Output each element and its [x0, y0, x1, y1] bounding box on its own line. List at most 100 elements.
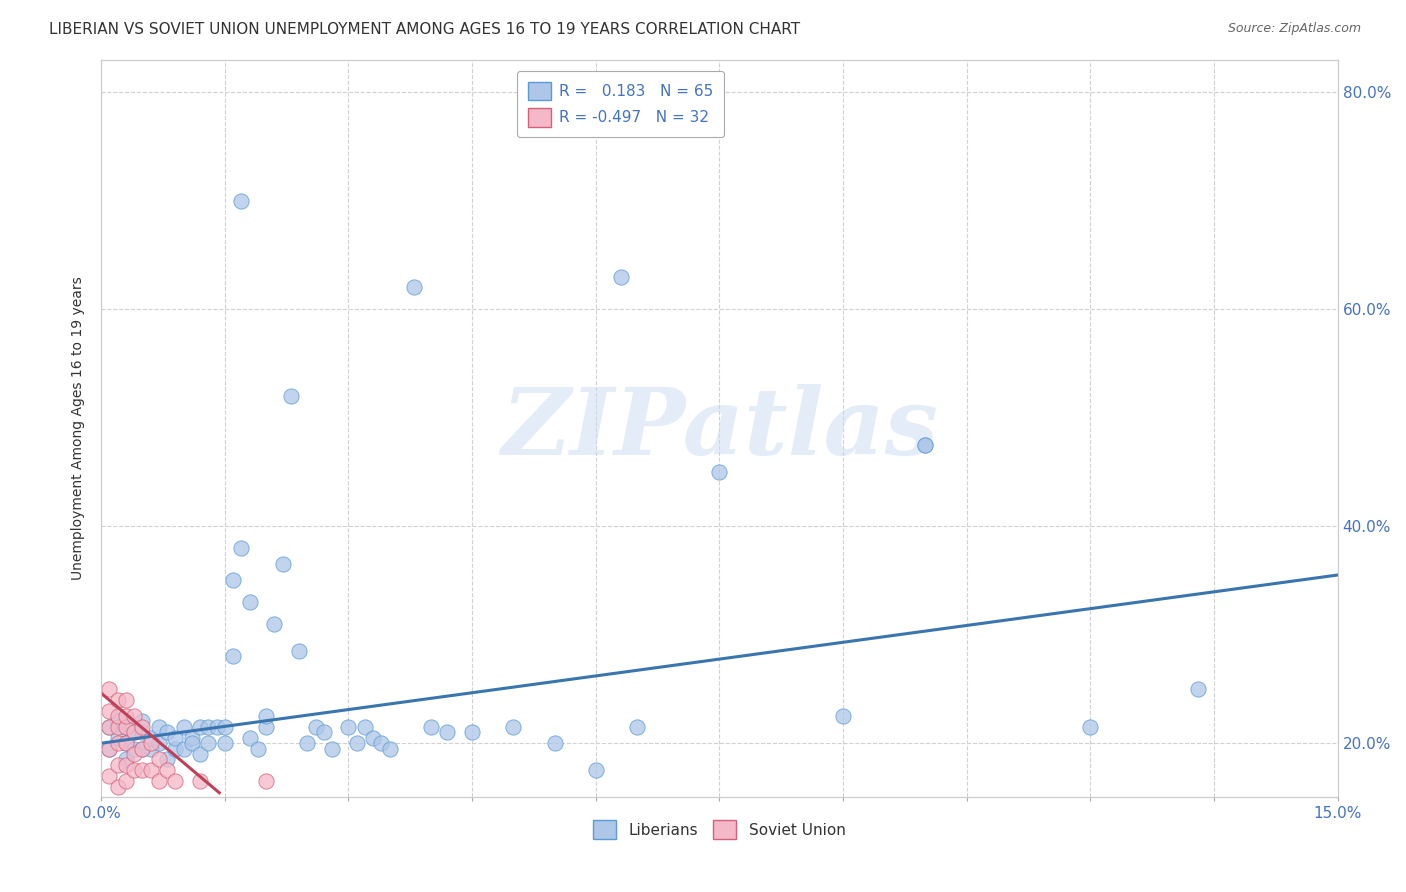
Point [205, 720, 228, 734]
Point [263, 616, 285, 631]
Point [98, 720, 121, 734]
Point [115, 752, 138, 766]
Text: LIBERIAN VS SOVIET UNION UNEMPLOYMENT AMONG AGES 16 TO 19 YEARS CORRELATION CHAR: LIBERIAN VS SOVIET UNION UNEMPLOYMENT AM… [49, 22, 800, 37]
Point [107, 780, 129, 794]
Point [115, 774, 138, 789]
Point [231, 194, 253, 208]
Point [197, 720, 219, 734]
Point [98, 720, 121, 734]
Point [98, 681, 121, 696]
Point [148, 720, 170, 734]
Point [222, 649, 245, 664]
Point [98, 704, 121, 718]
Point [585, 764, 607, 778]
Point [188, 747, 211, 761]
Point [239, 595, 262, 609]
Point [156, 752, 179, 766]
Point [98, 741, 121, 756]
Point [148, 736, 170, 750]
Point [197, 736, 219, 750]
Text: Source: ZipAtlas.com: Source: ZipAtlas.com [1227, 22, 1361, 36]
Point [115, 720, 138, 734]
Point [139, 736, 162, 750]
Point [254, 774, 277, 789]
Point [107, 709, 129, 723]
Point [139, 741, 162, 756]
Point [239, 731, 262, 745]
Point [115, 709, 138, 723]
Point [214, 720, 236, 734]
Point [378, 741, 401, 756]
Point [156, 725, 179, 739]
Point [98, 741, 121, 756]
Point [107, 736, 129, 750]
Point [254, 709, 277, 723]
Point [354, 720, 377, 734]
Point [361, 731, 384, 745]
Point [122, 764, 145, 778]
Point [346, 736, 368, 750]
Y-axis label: Unemployment Among Ages 16 to 19 years: Unemployment Among Ages 16 to 19 years [72, 277, 86, 581]
Point [609, 269, 631, 284]
Point [297, 736, 319, 750]
Point [337, 720, 360, 734]
Point [914, 438, 936, 452]
Point [832, 709, 855, 723]
Point [222, 574, 245, 588]
Point [214, 736, 236, 750]
Point [280, 389, 302, 403]
Point [107, 758, 129, 772]
Point [254, 720, 277, 734]
Legend: Liberians, Soviet Union: Liberians, Soviet Union [588, 814, 852, 845]
Point [246, 741, 269, 756]
Point [709, 465, 731, 479]
Point [98, 769, 121, 783]
Point [1187, 681, 1209, 696]
Point [115, 736, 138, 750]
Point [107, 714, 129, 729]
Point [107, 731, 129, 745]
Point [122, 709, 145, 723]
Point [304, 720, 326, 734]
Point [131, 720, 153, 734]
Point [173, 741, 195, 756]
Point [180, 731, 202, 745]
Point [131, 714, 153, 729]
Point [626, 720, 648, 734]
Point [165, 741, 187, 756]
Point [131, 741, 153, 756]
Point [122, 725, 145, 739]
Point [115, 720, 138, 734]
Point [122, 747, 145, 761]
Point [139, 764, 162, 778]
Point [436, 725, 458, 739]
Point [131, 741, 153, 756]
Point [122, 741, 145, 756]
Point [107, 720, 129, 734]
Point [180, 736, 202, 750]
Point [115, 693, 138, 707]
Point [148, 774, 170, 789]
Text: ZIPatlas: ZIPatlas [501, 384, 938, 474]
Point [914, 438, 936, 452]
Point [288, 644, 311, 658]
Point [271, 557, 294, 571]
Point [165, 731, 187, 745]
Point [139, 731, 162, 745]
Point [115, 736, 138, 750]
Point [148, 752, 170, 766]
Point [115, 758, 138, 772]
Point [131, 764, 153, 778]
Point [173, 720, 195, 734]
Point [321, 741, 343, 756]
Point [107, 693, 129, 707]
Point [231, 541, 253, 555]
Point [461, 725, 484, 739]
Point [188, 774, 211, 789]
Point [543, 736, 565, 750]
Point [312, 725, 335, 739]
Point [370, 736, 392, 750]
Point [122, 725, 145, 739]
Point [1080, 720, 1102, 734]
Point [188, 720, 211, 734]
